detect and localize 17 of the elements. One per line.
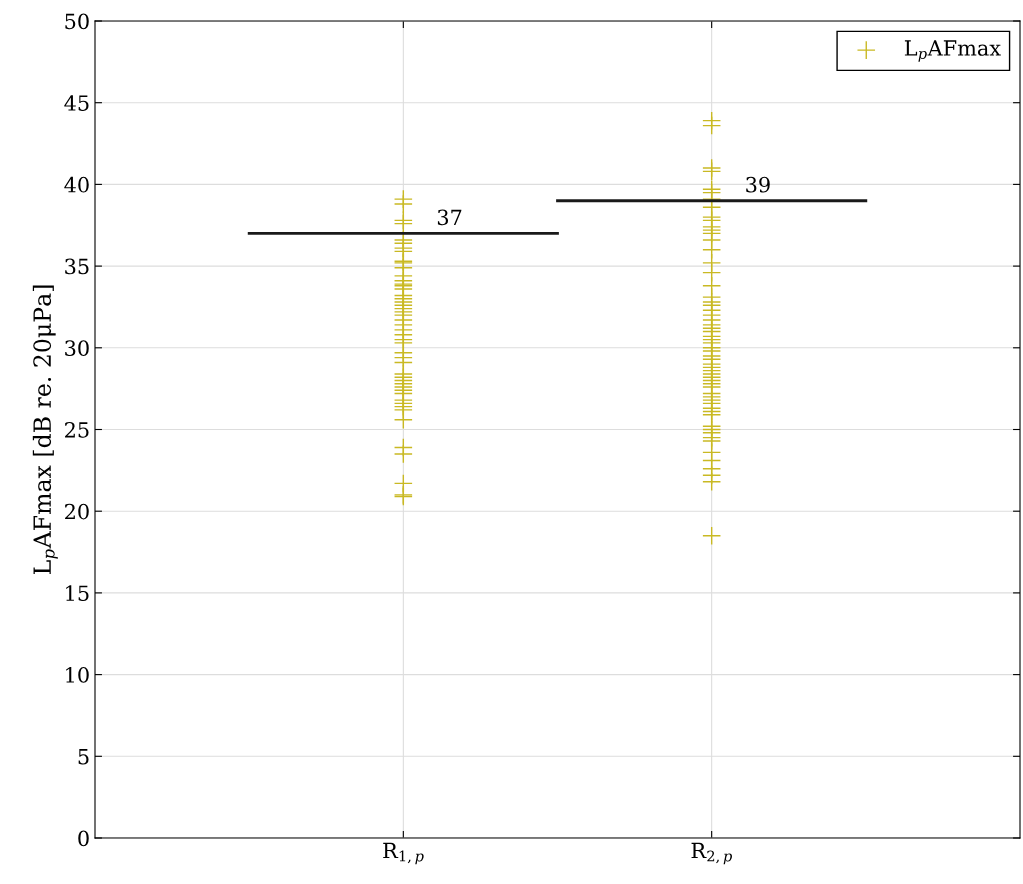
x-tick-label: R$_{1,p}$	[383, 842, 424, 865]
y-axis-title: L$_{p}$AFmax [dB re. 20μPa]	[32, 285, 58, 575]
y-tick-label: 15	[66, 585, 89, 602]
y-tick-label: 45	[64, 95, 89, 111]
legend-label: L$_{p}$AFmax	[904, 40, 1001, 62]
x-tick-label: R$_{2,p}$	[691, 842, 732, 865]
y-tick-label: 50	[65, 13, 89, 30]
y-tick-label: 10	[66, 667, 89, 683]
y-tick-label: 5	[78, 749, 89, 765]
y-tick-label: 40	[64, 176, 89, 193]
annotation: 39	[746, 176, 770, 193]
y-tick-label: 35	[65, 258, 89, 275]
y-tick-label: 0	[78, 830, 89, 847]
y-tick-label: 20	[65, 503, 89, 520]
y-tick-label: 25	[65, 421, 89, 438]
annotation: 37	[437, 209, 462, 226]
y-tick-label: 30	[65, 340, 89, 357]
